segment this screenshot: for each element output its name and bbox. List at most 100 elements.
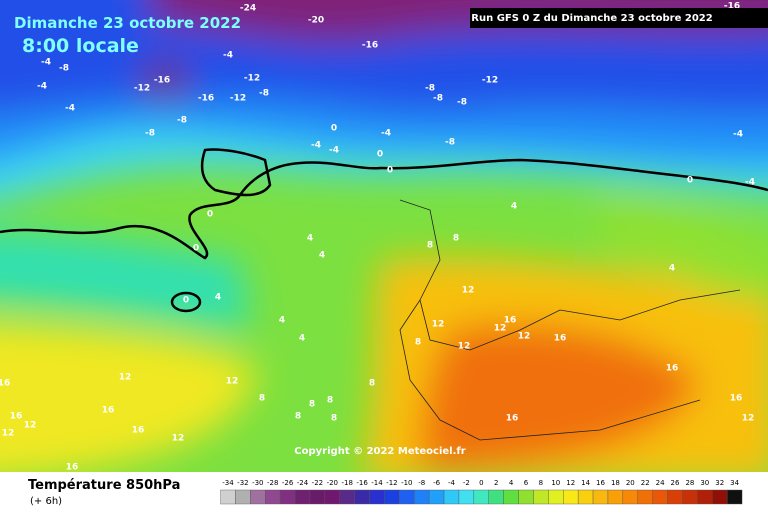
- contour-label: -8: [433, 94, 443, 104]
- legend-label: -2: [463, 479, 470, 487]
- legend-swatch: [682, 489, 698, 505]
- contour-label: 12: [172, 434, 185, 444]
- legend-swatch: [667, 489, 683, 505]
- legend-label: -32: [237, 479, 248, 487]
- map: -24-20-16-16-4-12-16-12-16 -12 -8-8-4-4-4-…: [0, 0, 768, 472]
- contour-label: -4: [733, 130, 743, 140]
- legend-swatch: [473, 489, 489, 505]
- legend-label: -34: [222, 479, 234, 487]
- contour-label: 0: [377, 150, 383, 160]
- contour-label: -20: [308, 16, 324, 26]
- legend-swatch: [309, 489, 326, 505]
- legend-label: 32: [715, 479, 724, 487]
- contour-label: 4: [307, 234, 313, 244]
- contour-label: -4: [37, 82, 47, 92]
- contour-label: 12: [494, 324, 507, 334]
- legend-swatch: [428, 489, 445, 505]
- legend-swatch: [652, 489, 668, 505]
- zero-contour: [0, 158, 768, 260]
- contour-label: 4: [299, 334, 305, 344]
- legend-label: -20: [327, 479, 338, 487]
- contour-label: -8: [259, 89, 269, 99]
- contour-label: -4: [745, 178, 755, 188]
- legend-label: -18: [341, 479, 352, 487]
- contour-label: 8: [369, 379, 375, 389]
- contour-label: 16: [102, 406, 115, 416]
- legend-label: 2: [494, 479, 498, 487]
- run-box: [470, 8, 768, 28]
- legend-swatch: [697, 489, 713, 505]
- legend-label: -16: [356, 479, 368, 487]
- legend-swatch: [592, 489, 609, 505]
- contour-label: -8: [425, 84, 435, 94]
- contour-label: -4: [381, 129, 391, 139]
- contour-label: 8: [295, 412, 301, 422]
- contour-label: -12: [134, 84, 150, 94]
- contour-label: -16: [198, 94, 214, 104]
- legend-swatch: [414, 489, 430, 505]
- legend-label: 30: [700, 479, 709, 487]
- legend-swatch: [577, 489, 594, 505]
- legend-swatch: [235, 489, 251, 505]
- contour-label: 12: [742, 414, 755, 424]
- contour-label: 8: [453, 234, 459, 244]
- contour-label: -24: [240, 4, 256, 14]
- legend-swatch: [548, 489, 564, 505]
- run-text: Run GFS 0 Z du Dimanche 23 octobre 2022: [471, 13, 712, 24]
- legend-label: -6: [433, 479, 441, 487]
- contour-label: 12: [24, 421, 37, 431]
- legend-label: -28: [267, 479, 278, 487]
- legend-swatch: [533, 489, 549, 505]
- contour-label: 12: [462, 286, 475, 296]
- contour-label: -4: [65, 104, 75, 114]
- contour-label: -12: [482, 76, 498, 86]
- contour-label: -8: [445, 138, 455, 148]
- contour-label: 0: [387, 166, 393, 176]
- contour-label: -4: [311, 141, 321, 151]
- legend-swatch: [399, 489, 415, 505]
- legend-swatch: [339, 489, 355, 505]
- zero-contour: [200, 148, 272, 197]
- legend-swatch: [637, 489, 653, 505]
- contour-label: -4: [223, 51, 233, 61]
- contour-label: 8: [309, 400, 315, 410]
- legend-label: 34: [730, 479, 739, 487]
- legend-label: -24: [297, 479, 309, 487]
- contour-label: 4: [215, 293, 221, 303]
- legend-swatch: [265, 489, 281, 505]
- legend-label: 16: [596, 479, 605, 487]
- contour-label: -12: [244, 74, 260, 84]
- contour-label: 16: [666, 364, 679, 374]
- contour-label: 4: [279, 316, 285, 326]
- contour-label: 8: [327, 396, 333, 406]
- contour-label: 16: [504, 316, 517, 326]
- legend-label: 6: [524, 479, 529, 487]
- legend-label: 28: [685, 479, 694, 487]
- contour-label: 16: [506, 414, 519, 424]
- contour-label: 0: [331, 124, 337, 134]
- contour-label: 16: [10, 412, 23, 422]
- contour-label: -12: [230, 94, 246, 104]
- legend-label: -10: [401, 479, 412, 487]
- legend-label: 12: [566, 479, 575, 487]
- legend-label: 22: [641, 479, 650, 487]
- contour-label: 8: [331, 414, 337, 424]
- legend-swatch: [443, 489, 460, 505]
- legend-label: 26: [671, 479, 680, 487]
- legend-label: -30: [252, 479, 263, 487]
- footer-title: Température 850hPa: [28, 478, 180, 493]
- contour-label: -16: [362, 41, 378, 51]
- legend-label: 8: [539, 479, 543, 487]
- map-date: Dimanche 23 octobre 2022: [14, 14, 241, 32]
- zero-contour: [170, 291, 202, 313]
- legend-label: 20: [626, 479, 635, 487]
- contour-label: 12: [432, 320, 445, 330]
- legend-label: 0: [479, 479, 483, 487]
- legend-swatch: [458, 489, 475, 505]
- contour-label: 8: [427, 241, 433, 251]
- contour-label: -8: [177, 116, 187, 126]
- contour-label: -4: [329, 146, 339, 156]
- contour-label: -4: [41, 58, 51, 68]
- coastline: [399, 199, 741, 441]
